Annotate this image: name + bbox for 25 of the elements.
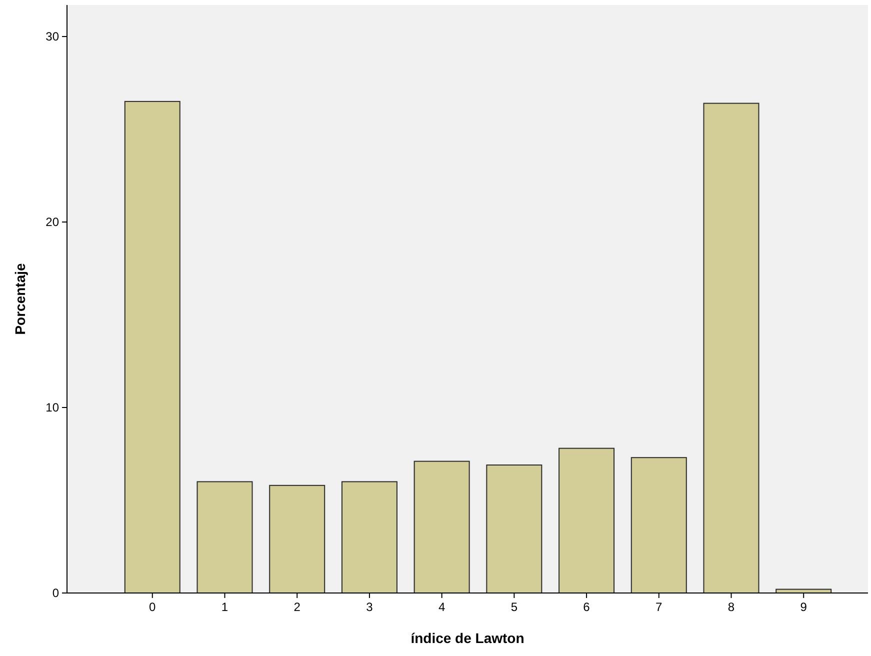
x-tick-label: 5 — [510, 600, 518, 614]
bar — [341, 481, 398, 594]
x-tick-label: 4 — [438, 600, 446, 614]
x-tick-label: 8 — [728, 600, 735, 614]
bar — [196, 481, 253, 594]
x-tick-label: 2 — [294, 600, 301, 614]
x-tick-label: 7 — [656, 600, 663, 614]
bar — [703, 102, 760, 594]
y-tick-label: 20 — [46, 215, 60, 230]
x-tick-label: 3 — [366, 600, 374, 614]
bar — [558, 448, 615, 594]
bar — [486, 464, 542, 594]
bar — [414, 460, 470, 594]
x-tick-label: 0 — [149, 600, 156, 614]
bar — [630, 457, 687, 594]
y-tick-label: 30 — [46, 30, 60, 44]
x-tick-label: 9 — [800, 600, 808, 614]
y-axis-title: Porcentaje — [12, 262, 28, 335]
y-tick-label: 0 — [52, 586, 60, 600]
x-tick-label: 6 — [583, 600, 590, 614]
y-tick-label: 10 — [46, 400, 60, 415]
bar — [269, 484, 326, 594]
bar — [124, 100, 180, 594]
x-tick-label: 1 — [221, 600, 228, 614]
x-axis-title: índice de Lawton — [410, 630, 524, 646]
